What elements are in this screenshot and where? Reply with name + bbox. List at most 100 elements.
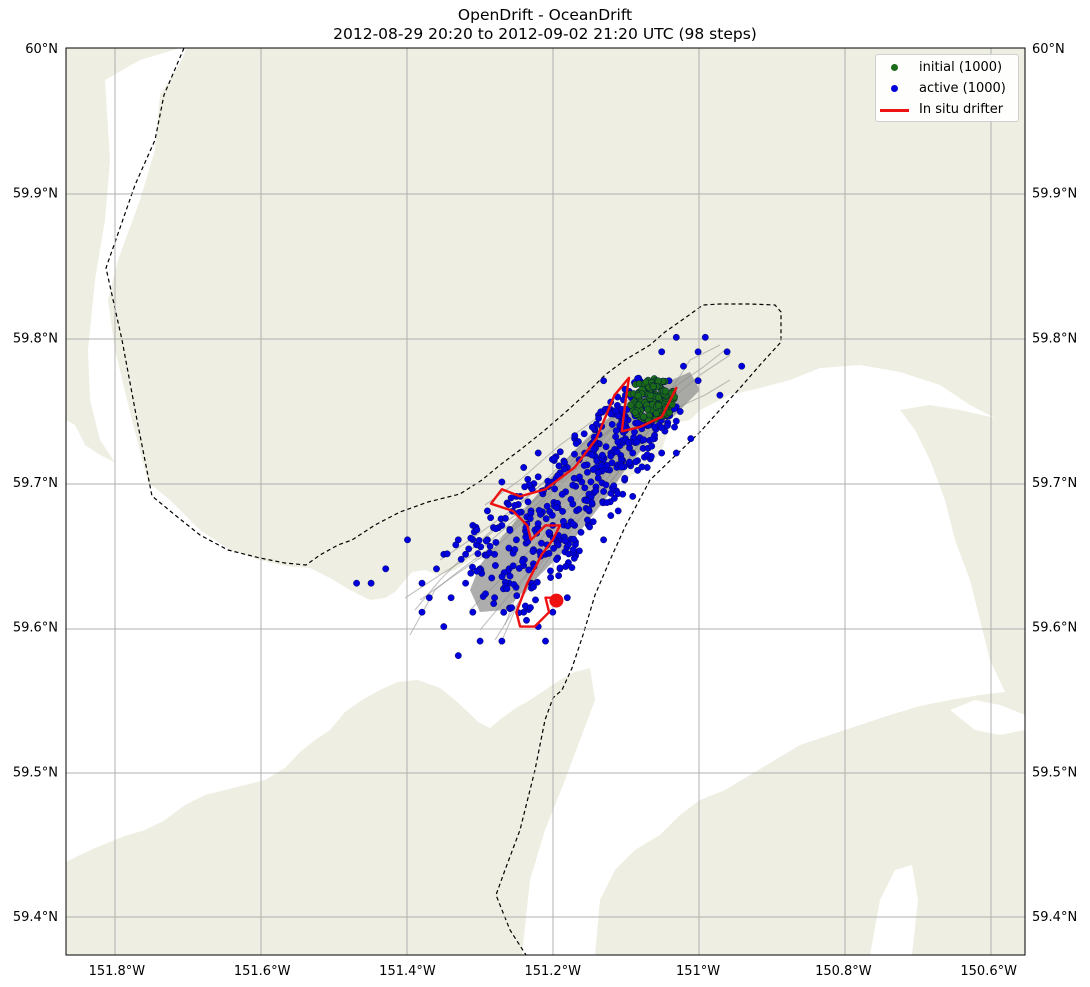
active-particle — [594, 469, 602, 476]
y-tick-label: 59.9°N — [13, 187, 58, 202]
active-particle — [589, 423, 596, 431]
active-particle — [629, 449, 637, 457]
initial-particle — [644, 405, 652, 413]
active-particle — [716, 391, 724, 399]
active-particle — [608, 420, 616, 428]
active-particle — [608, 459, 616, 467]
gridlines — [66, 48, 1025, 955]
active-particle — [658, 449, 666, 457]
y-tick-label: 60°N — [25, 42, 58, 57]
y-tick-label: 59.6°N — [13, 621, 58, 636]
in-situ-drifter-end-marker — [549, 593, 564, 608]
active-particle — [482, 590, 489, 598]
active-particle — [676, 408, 684, 415]
active-particle — [547, 567, 554, 575]
active-particle — [584, 516, 591, 524]
active-particle — [543, 502, 551, 510]
active-particle — [580, 462, 588, 469]
active-particle — [599, 451, 606, 459]
y-tick-label: 60°N — [1032, 42, 1065, 57]
active-particle — [584, 468, 591, 476]
active-particle — [454, 652, 462, 659]
initial-particle — [654, 377, 662, 385]
active-particle — [418, 608, 426, 616]
active-particle — [558, 490, 566, 498]
active-particle — [491, 594, 498, 602]
active-particle — [640, 436, 648, 444]
active-particle — [433, 565, 440, 573]
active-particle — [664, 422, 671, 429]
active-particle — [600, 377, 607, 385]
active-particle — [462, 579, 469, 587]
active-particle — [525, 566, 533, 574]
active-particle — [505, 544, 513, 552]
active-particle — [625, 439, 632, 447]
active-particle — [473, 567, 481, 575]
active-particle — [614, 490, 622, 498]
active-particle — [649, 435, 657, 443]
active-particle — [509, 562, 517, 570]
title-line-1: OpenDrift - OceanDrift — [457, 6, 633, 24]
active-particle — [545, 529, 553, 536]
active-particle — [614, 507, 622, 515]
initial-particle — [655, 401, 663, 409]
inlet-ocean-southeast — [870, 865, 918, 955]
boundary-dashed-line — [105, 48, 782, 955]
active-particle — [488, 574, 496, 582]
active-particle — [701, 333, 709, 341]
active-particle — [550, 545, 557, 552]
active-particle — [694, 377, 702, 385]
active-particle — [592, 487, 600, 495]
y-tick-label: 59.5°N — [1032, 765, 1077, 780]
active-particle — [602, 481, 610, 489]
active-particle — [382, 565, 390, 573]
active-particle — [425, 594, 433, 602]
x-tick-label: 151.4°W — [379, 964, 436, 979]
active-particle — [500, 608, 508, 616]
active-particle — [672, 417, 680, 425]
active-particle — [588, 451, 596, 459]
y-tick-label: 59.5°N — [13, 765, 58, 780]
active-particle — [418, 579, 426, 587]
active-particle — [508, 604, 515, 612]
title-line-2: 2012-08-29 20:20 to 2012-09-02 21:20 UTC… — [333, 25, 757, 43]
ocean-channel — [88, 48, 186, 490]
initial-particle — [635, 401, 643, 409]
active-particle — [567, 496, 575, 503]
initial-particle — [634, 391, 642, 399]
active-particle — [549, 608, 557, 616]
active-particle — [551, 485, 558, 493]
active-particle — [510, 581, 518, 588]
active-particle — [587, 478, 595, 486]
active-particle — [672, 449, 680, 457]
active-particle — [571, 432, 579, 440]
active-particle — [555, 572, 562, 580]
active-particle — [526, 515, 534, 522]
active-particle — [542, 515, 550, 523]
active-particle — [562, 563, 570, 570]
active-particle — [723, 348, 731, 356]
active-particle — [569, 546, 577, 553]
land-southwest — [66, 668, 595, 955]
active-particle — [561, 537, 569, 545]
active-particle — [527, 604, 534, 611]
active-particle — [595, 414, 602, 422]
active-particle — [491, 562, 499, 569]
active-particle — [672, 333, 680, 341]
latitude-tick-labels-right: 60°N 59.9°N 59.8°N 59.7°N 59.6°N 59.5°N 59.4°N — [1032, 42, 1077, 925]
active-particle — [658, 348, 666, 356]
active-particle — [603, 499, 611, 506]
active-particle — [457, 555, 465, 563]
active-particle — [487, 514, 494, 522]
initial-particle — [652, 410, 660, 418]
y-tick-label: 59.4°N — [13, 910, 58, 925]
active-particle — [469, 563, 476, 571]
map-frame — [65, 47, 1026, 956]
x-tick-label: 151.2°W — [524, 964, 581, 979]
x-tick-label: 151.6°W — [234, 964, 291, 979]
active-particle — [593, 457, 601, 465]
active-particle — [600, 488, 607, 495]
x-tick-label: 150.8°W — [815, 964, 872, 979]
active-particle — [486, 542, 494, 550]
initial-particles — [626, 375, 679, 425]
